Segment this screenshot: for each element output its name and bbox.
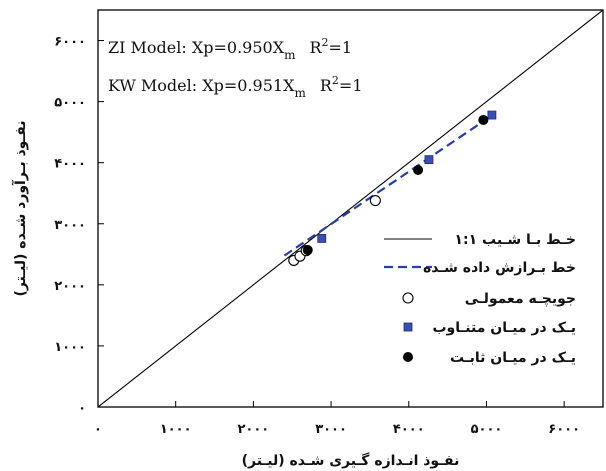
legend-label: خط بـرازش داده شـده [423,260,576,276]
equation-part-model: KW Model: Xp=0.951X [108,76,295,95]
y-tick-label: ۲۰۰۰ [54,279,86,294]
equation-part-sub: m [294,86,306,100]
equation-part-eq: =1 [339,76,363,95]
x-tick-label: ۰ [94,422,102,437]
x-tick-label: ۴۰۰۰ [393,422,425,437]
filled-circle-point [413,165,424,176]
legend-label: یـک در میـان ثابـت [450,350,576,366]
y-tick-label: ۶۰۰۰ [54,35,86,50]
open-circle-point [369,195,381,207]
equation-part-eq: =1 [329,38,353,57]
equation-part-r2: R [309,38,322,57]
legend-label: جویچـه معمولـی [465,291,576,307]
model-equation-kw: KW Model: Xp=0.951Xm R2=1 [108,74,363,100]
plot-frame [97,9,604,408]
square-point [317,234,327,243]
y-tick-label: ۳۰۰۰ [54,218,86,233]
square-point [487,110,497,120]
filled-circle-point [478,114,489,125]
x-tick-label: ۳۰۰۰ [315,422,347,437]
square-point [424,155,434,165]
equation-part-sup: 2 [322,36,329,49]
y-tick-label: ۰ [78,401,86,416]
x-tick-label: ۶۰۰۰ [548,422,580,437]
legend-swatch-filled-circle [403,352,413,362]
y-tick-label: ۱۰۰۰ [54,340,86,355]
x-tick-label: ۵۰۰۰ [471,422,503,437]
filled-circle-point [302,245,313,256]
legend-label: یـک در میـان متنـاوب [432,320,576,336]
one-to-one-line [98,10,603,407]
x-tick-label: ۲۰۰۰ [238,422,270,437]
x-tick-label: ۱۰۰۰ [160,422,192,437]
x-axis-label: نفـوذ انـدازه گـیری شـده (لیـتر) [242,452,460,469]
equation-part-sub: m [284,48,296,62]
equation-part-r2: R [320,76,333,95]
y-tick-label: ۴۰۰۰ [54,157,86,172]
legend-swatch-open-circle [402,292,414,304]
equation-part-sup: 2 [332,74,339,87]
legend-swatch-square [403,322,413,332]
legend-label: خـط بـا شـیب ۱:۱ [454,232,576,248]
y-tick-label: ۵۰۰۰ [54,96,86,111]
equation-part-model: ZI Model: Xp=0.950X [108,38,285,57]
y-axis-label: نفـوذ بـرآورد شـده (لیـتر) [11,120,29,296]
model-equation-zi: ZI Model: Xp=0.950Xm R2=1 [108,36,352,62]
